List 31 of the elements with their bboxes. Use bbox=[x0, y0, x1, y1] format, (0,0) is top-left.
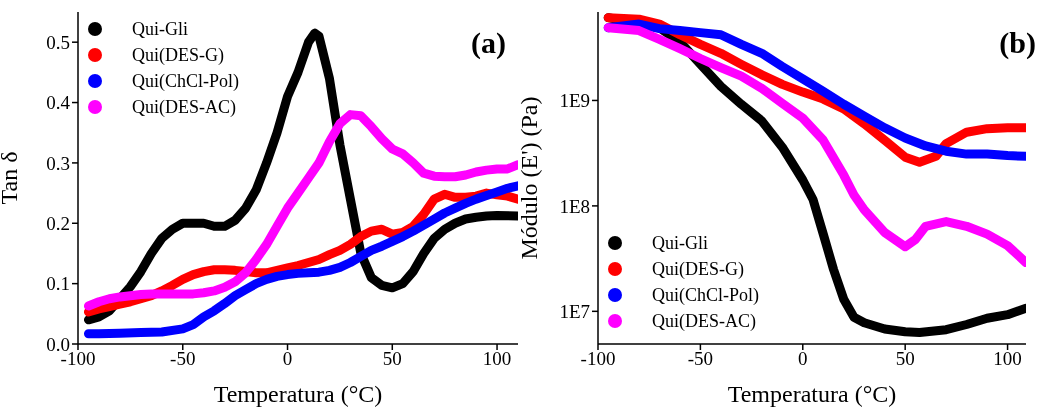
x-tick-label: 50 bbox=[895, 348, 915, 370]
legend-label: Qui(ChCl-Pol) bbox=[132, 70, 240, 93]
x-tick-label: 100 bbox=[482, 348, 512, 370]
legend-label: Qui-Gli bbox=[652, 232, 708, 255]
y-tick-label: 0.4 bbox=[46, 92, 71, 114]
x-tick-label: -50 bbox=[170, 348, 196, 370]
y-tick-label: 1E9 bbox=[559, 90, 590, 112]
y-tick-label: 0.5 bbox=[46, 31, 70, 53]
legend-label: Qui-Gli bbox=[132, 18, 188, 41]
y-tick-label: 0.1 bbox=[46, 273, 70, 295]
y-tick-label: 0.3 bbox=[46, 152, 70, 174]
legend-label: Qui(DES-G) bbox=[652, 258, 744, 281]
y-axis-title: Tan δ bbox=[0, 151, 22, 205]
x-tick-label: 100 bbox=[993, 348, 1022, 370]
x-tick-label: -50 bbox=[687, 348, 714, 370]
x-tick-label: 0 bbox=[282, 348, 293, 370]
y-tick-label: 1E8 bbox=[559, 195, 590, 217]
annotation: (a) bbox=[471, 26, 506, 60]
x-tick-label: 50 bbox=[382, 348, 402, 370]
x-axis-title: Temperatura (°C) bbox=[727, 381, 897, 407]
legend-label: Qui(DES-AC) bbox=[652, 310, 756, 333]
legend-label: Qui(DES-G) bbox=[132, 44, 224, 67]
legend-label: Qui(DES-AC) bbox=[132, 96, 236, 119]
legend-label: Qui(ChCl-Pol) bbox=[652, 284, 760, 307]
x-tick-label: 0 bbox=[798, 348, 808, 370]
y-axis-title: Módulo (E') (Pa) bbox=[515, 96, 542, 260]
x-axis-title: Temperatura (°C) bbox=[213, 381, 383, 407]
y-tick-label: 1E7 bbox=[559, 301, 590, 323]
x-tick-label: -100 bbox=[580, 348, 616, 370]
annotation: (b) bbox=[999, 26, 1036, 60]
y-tick-label: 0.2 bbox=[46, 213, 70, 235]
